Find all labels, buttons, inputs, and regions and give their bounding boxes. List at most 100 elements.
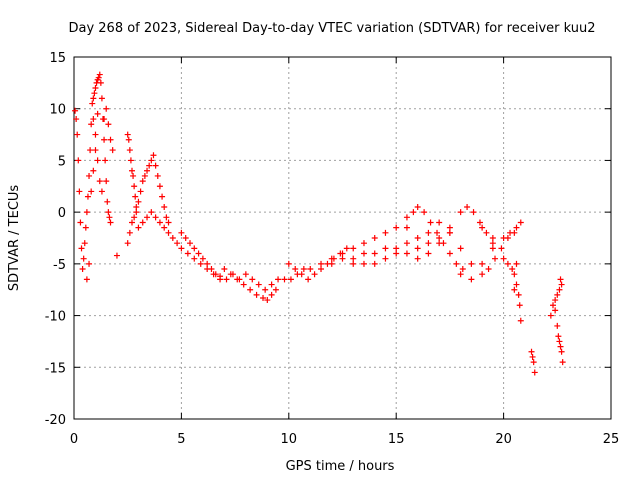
- data-point: [161, 224, 168, 231]
- chart-title: Day 268 of 2023, Sidereal Day-to-day VTE…: [68, 21, 595, 36]
- data-point: [125, 136, 132, 143]
- data-point: [150, 152, 157, 159]
- data-point: [96, 71, 103, 78]
- data-point: [554, 322, 561, 329]
- data-point: [90, 116, 97, 123]
- data-point: [556, 286, 563, 293]
- data-point: [371, 250, 378, 257]
- data-point: [195, 250, 202, 257]
- data-point: [92, 131, 99, 138]
- data-point: [133, 203, 140, 210]
- data-point: [557, 276, 564, 283]
- data-point: [479, 224, 486, 231]
- data-point: [152, 214, 159, 221]
- data-point: [165, 219, 172, 226]
- data-point: [96, 178, 103, 185]
- data-point: [513, 281, 520, 288]
- data-point: [197, 260, 204, 267]
- data-point: [82, 224, 89, 231]
- data-point: [130, 172, 137, 179]
- data-point: [557, 343, 564, 350]
- data-point: [550, 302, 557, 309]
- data-point: [558, 281, 565, 288]
- data-point: [393, 224, 400, 231]
- data-point: [184, 250, 191, 257]
- data-point: [555, 333, 562, 340]
- data-point: [260, 294, 267, 301]
- data-point: [414, 245, 421, 252]
- data-point: [517, 317, 524, 324]
- data-point: [89, 100, 96, 107]
- data-point: [350, 245, 357, 252]
- data-point: [84, 193, 91, 200]
- data-point: [135, 198, 142, 205]
- data-point: [204, 260, 211, 267]
- data-point: [132, 193, 139, 200]
- y-axis-label: SDTVAR / TECUs: [7, 185, 22, 292]
- data-point: [113, 252, 120, 259]
- data-point: [292, 266, 299, 273]
- data-point: [242, 271, 249, 278]
- data-point: [128, 167, 135, 174]
- data-point: [515, 291, 522, 298]
- data-point: [436, 235, 443, 241]
- y-tick-label: -20: [45, 413, 66, 428]
- data-point: [421, 209, 428, 216]
- data-point: [191, 255, 198, 262]
- data-point: [148, 209, 155, 216]
- data-point: [485, 266, 492, 273]
- data-point: [105, 121, 112, 128]
- data-point: [425, 250, 432, 257]
- data-point: [517, 219, 524, 226]
- data-point: [128, 219, 135, 226]
- data-point: [92, 147, 99, 154]
- data-series: [72, 71, 566, 376]
- data-point: [131, 183, 138, 190]
- data-point: [169, 235, 176, 241]
- data-point: [77, 219, 84, 226]
- x-tick-label: 15: [388, 432, 405, 447]
- data-point: [414, 203, 421, 210]
- data-point: [287, 276, 294, 283]
- data-point: [509, 266, 516, 273]
- data-point: [249, 276, 256, 283]
- data-point: [425, 240, 432, 247]
- data-point: [191, 245, 198, 252]
- data-point: [76, 188, 83, 195]
- data-point: [221, 266, 228, 273]
- data-point: [141, 172, 148, 179]
- x-tick-label: 10: [281, 432, 298, 447]
- data-point: [489, 245, 496, 252]
- data-point: [298, 271, 305, 278]
- data-point: [350, 260, 357, 267]
- data-point: [95, 74, 102, 81]
- data-point: [255, 281, 262, 288]
- data-point: [281, 276, 288, 283]
- x-axis-label: GPS time / hours: [286, 459, 395, 474]
- y-tick-label: 5: [58, 154, 66, 169]
- data-point: [492, 255, 499, 262]
- data-point: [434, 229, 441, 236]
- y-axis-ticks: 15 10 5 0 -5 -10 -15 -20: [45, 51, 611, 428]
- data-point: [446, 229, 453, 236]
- data-point: [457, 209, 464, 216]
- data-point: [94, 157, 101, 164]
- data-point: [102, 157, 109, 164]
- data-point: [234, 276, 241, 283]
- data-point: [285, 260, 292, 267]
- data-point: [558, 348, 565, 355]
- x-tick-label: 5: [177, 432, 185, 447]
- data-point: [275, 276, 282, 283]
- data-point: [137, 188, 144, 195]
- data-point: [81, 240, 88, 247]
- data-point: [161, 203, 168, 210]
- data-point: [90, 95, 97, 102]
- data-point: [156, 219, 163, 226]
- data-point: [101, 136, 108, 143]
- data-point: [427, 219, 434, 226]
- data-point: [74, 131, 81, 138]
- data-point: [103, 105, 110, 112]
- data-point: [204, 266, 211, 273]
- data-point: [360, 260, 367, 267]
- x-tick-label: 0: [70, 432, 78, 447]
